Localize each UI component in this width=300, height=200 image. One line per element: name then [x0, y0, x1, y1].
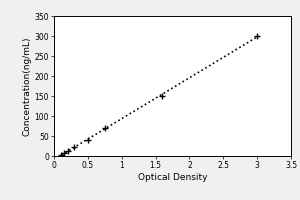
X-axis label: Optical Density: Optical Density: [138, 173, 207, 182]
Y-axis label: Concentration(ng/mL): Concentration(ng/mL): [23, 36, 32, 136]
